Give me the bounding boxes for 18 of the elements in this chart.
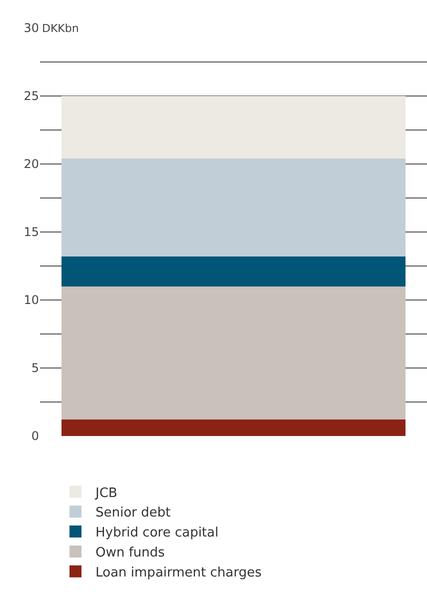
y-tick-label: 30	[24, 21, 39, 36]
bar	[61, 420, 406, 436]
legend-label: JCB	[94, 486, 118, 501]
bar	[61, 158, 406, 256]
bar	[61, 286, 406, 420]
bar	[61, 256, 406, 286]
y-tick-label: 25	[24, 89, 39, 104]
y-tick-label: 5	[31, 361, 39, 376]
legend-label: Senior debt	[95, 506, 171, 521]
y-axis-title: DKKbn	[42, 22, 79, 35]
y-tick-label: 0	[31, 429, 39, 444]
legend-label: Own funds	[95, 546, 166, 561]
bar	[61, 96, 406, 159]
legend-label: Hybrid core capital	[95, 526, 218, 541]
y-tick-label: 10	[24, 293, 39, 308]
y-tick-label: 15	[24, 225, 39, 240]
legend-label: Loan impairment charges	[95, 565, 262, 580]
y-tick-label: 20	[24, 157, 39, 172]
